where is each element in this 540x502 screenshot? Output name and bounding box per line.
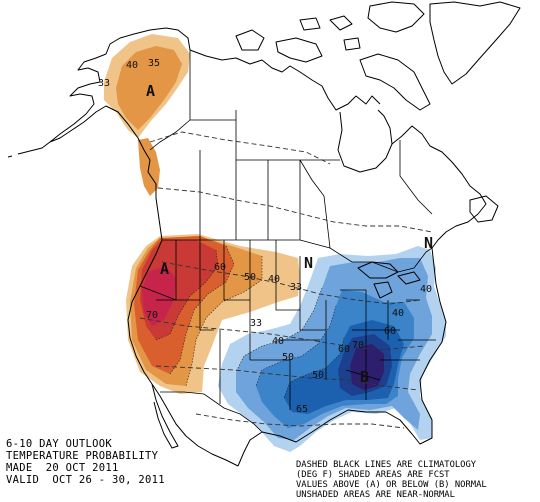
pacific-coast <box>127 137 239 467</box>
west-60-contour <box>155 249 219 341</box>
climatology-lines <box>139 131 433 429</box>
arctic-coast <box>189 49 381 111</box>
contour-label: 70 <box>146 310 158 321</box>
contour-label: 40 <box>126 60 138 71</box>
climo-line-2 <box>157 187 433 233</box>
us-canada-border <box>162 239 433 273</box>
legend-line: DASHED BLACK LINES ARE CLIMATOLOGY <box>296 460 477 470</box>
us-mexico-border <box>160 391 263 433</box>
legend-line: UNSHADED AREAS ARE NEAR-NORMAL <box>296 490 455 500</box>
ellesmere-island <box>367 1 425 33</box>
victoria-island <box>275 37 323 63</box>
contour-label: 33 <box>98 78 110 89</box>
title-line: TEMPERATURE PROBABILITY <box>6 450 159 462</box>
alaska-above-normal-area <box>104 34 190 196</box>
legend-line: VALUES ABOVE (A) OR BELOW (B) NORMAL <box>296 480 487 490</box>
climo-line-1 <box>149 131 331 165</box>
contour-label: 60 <box>384 326 396 337</box>
contour-label: 33 <box>290 282 302 293</box>
contour-label: 60 <box>338 344 350 355</box>
hudson-bay-coast <box>337 109 393 173</box>
east-60-contour <box>283 337 345 399</box>
labrador-coast <box>391 125 487 249</box>
contour-label: 50 <box>312 370 324 381</box>
aleutian-chain <box>7 141 51 158</box>
greenland-coast <box>429 1 521 85</box>
contour-label: 60 <box>214 262 226 273</box>
alaska-canada-border <box>149 50 191 151</box>
contour-label: 65 <box>296 404 308 415</box>
west-50-contour <box>169 245 235 375</box>
map-title-block: 6-10 DAY OUTLOOK TEMPERATURE PROBABILITY… <box>6 438 165 486</box>
gulf-atlantic-coast <box>237 247 447 467</box>
valid-dates-line: VALID OCT 26 - 30, 2011 <box>6 474 165 486</box>
newfoundland-coast <box>469 195 499 223</box>
contour-label: 35 <box>148 58 160 69</box>
contour-label: 50 <box>244 272 256 283</box>
legend-line: (DEG F) SHADED AREAS ARE FCST <box>296 470 450 480</box>
climo-line-3 <box>161 261 421 305</box>
alaska-coast <box>49 27 191 143</box>
east-coast-normal-label: N <box>424 234 433 252</box>
made-date-line: MADE 20 OCT 2011 <box>6 462 119 474</box>
climo-line-4 <box>139 317 425 351</box>
west-above-70-shade <box>142 266 176 326</box>
canada-provinces <box>190 110 433 249</box>
title-line: 6-10 DAY OUTLOOK <box>6 438 112 450</box>
west-above-label: A <box>160 260 169 278</box>
west-40-contour <box>185 256 263 387</box>
map-legend-notes: DASHED BLACK LINES ARE CLIMATOLOGY (DEG … <box>296 460 487 500</box>
baffin-island <box>359 53 431 111</box>
borders <box>139 50 436 433</box>
baja-peninsula <box>151 383 179 449</box>
small-arctic-islands <box>299 15 361 51</box>
contour-label: 40 <box>420 284 432 295</box>
contour-label: 50 <box>282 352 294 363</box>
alaska-above-40-shade <box>116 46 182 130</box>
upper-midwest-normal-label: N <box>304 254 313 272</box>
contour-label: 40 <box>392 308 404 319</box>
coastlines <box>7 1 521 467</box>
banks-island <box>235 29 265 51</box>
contour-label: 70 <box>352 340 364 351</box>
contour-label: 40 <box>268 274 280 285</box>
climo-line-6 <box>195 413 405 429</box>
east-50-contour <box>255 305 337 387</box>
southeast-below-label: B <box>360 368 369 386</box>
contour-label: 40 <box>272 336 284 347</box>
us-states <box>139 240 436 410</box>
contour-value-labels: 33 40 35 60 50 40 33 70 33 40 50 50 60 6… <box>98 58 432 415</box>
alaska-above-label: A <box>146 82 155 100</box>
contour-label: 33 <box>250 318 262 329</box>
